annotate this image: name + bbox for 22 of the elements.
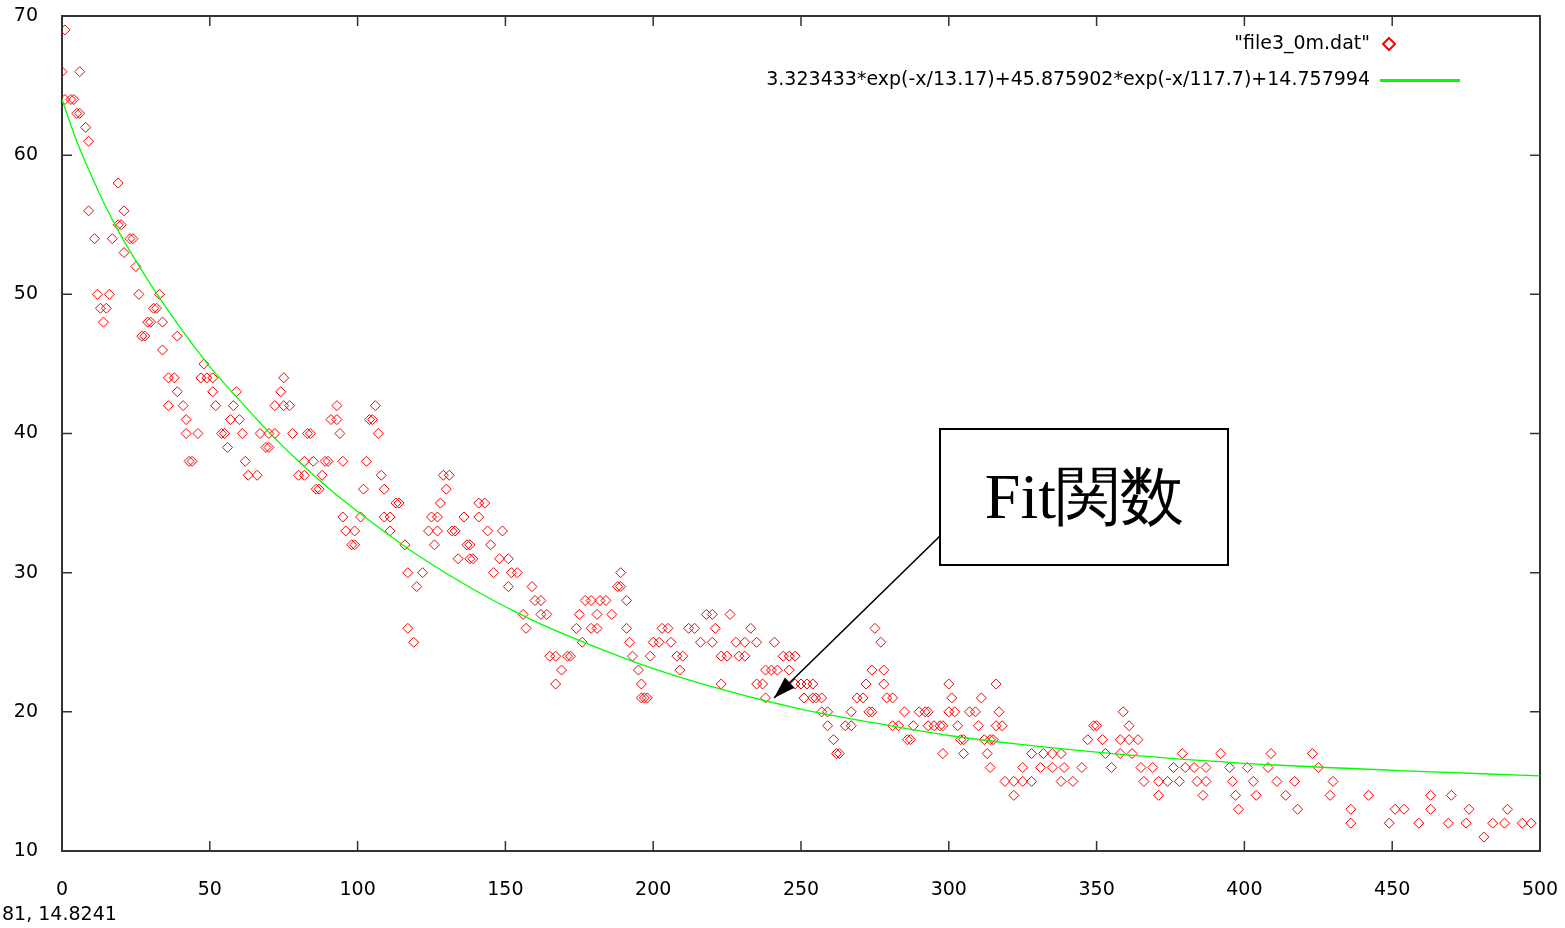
x-tick-label: 400 — [1226, 877, 1263, 900]
y-tick-label: 70 — [13, 2, 38, 25]
x-tick-label: 150 — [487, 877, 524, 900]
x-tick-label: 350 — [1078, 877, 1115, 900]
x-tick-label: 250 — [782, 877, 820, 900]
x-tick-label: 450 — [1374, 877, 1411, 900]
text: 81, 14.8241 — [2, 902, 117, 924]
y-tick-label: 30 — [13, 559, 38, 582]
y-tick-label: 60 — [13, 142, 38, 165]
x-tick-label: 500 — [1521, 877, 1559, 900]
x-tick-label: 0 — [55, 877, 69, 900]
x-tick-label: 100 — [339, 877, 376, 900]
legend-label: 3.323433*exp(-x/13.17)+45.875902*exp(-x/117.7)+14.757994 — [766, 66, 1370, 89]
y-tick-label: 50 — [13, 281, 38, 304]
x-tick-label: 200 — [635, 877, 672, 900]
x-tick-label: 300 — [930, 877, 967, 900]
y-tick-label: 20 — [13, 698, 38, 721]
annotation: Fit関数 — [984, 460, 1184, 532]
legend-label: "file3_0m.dat" — [1234, 30, 1370, 54]
x-tick-label: 50 — [197, 877, 222, 900]
y-tick-label: 40 — [13, 420, 38, 443]
y-tick-label: 10 — [13, 837, 38, 860]
